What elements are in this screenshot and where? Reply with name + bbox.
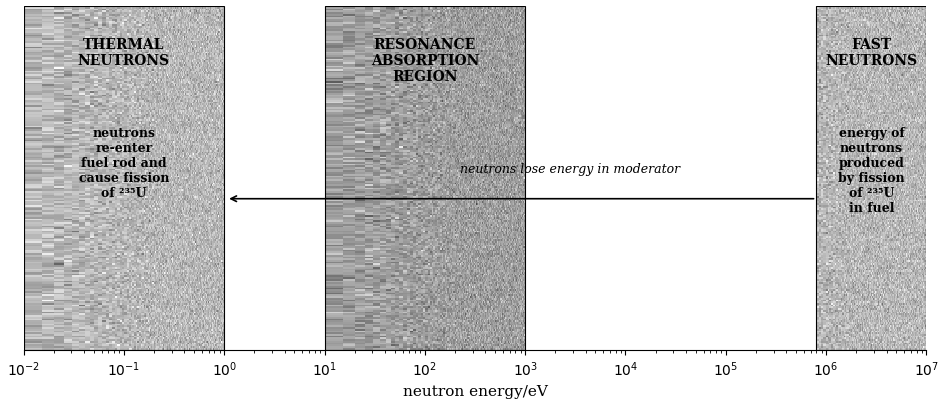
- Bar: [24, 7, 224, 350]
- Text: neutrons
re-enter
fuel rod and
cause fission
of ²³⁵U: neutrons re-enter fuel rod and cause fis…: [79, 127, 169, 200]
- Text: energy of
neutrons
produced
by fission
of ²³⁵U
in fuel: energy of neutrons produced by fission o…: [838, 127, 904, 215]
- Text: FAST
NEUTRONS: FAST NEUTRONS: [825, 38, 918, 68]
- Text: neutrons lose energy in moderator: neutrons lose energy in moderator: [461, 162, 680, 175]
- Text: RESONANCE
ABSORPTION
REGION: RESONANCE ABSORPTION REGION: [371, 38, 479, 84]
- Text: THERMAL
NEUTRONS: THERMAL NEUTRONS: [78, 38, 170, 68]
- X-axis label: neutron energy/eV: neutron energy/eV: [403, 384, 548, 398]
- Bar: [324, 7, 525, 350]
